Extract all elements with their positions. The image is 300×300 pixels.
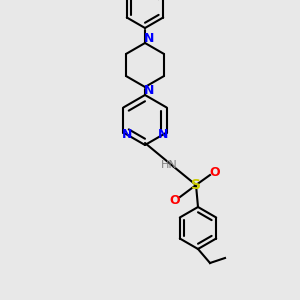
Text: O: O — [170, 194, 180, 206]
Text: HN: HN — [160, 160, 177, 170]
Text: S: S — [191, 178, 201, 192]
Text: N: N — [144, 32, 154, 46]
Text: N: N — [122, 128, 133, 141]
Text: N: N — [144, 85, 154, 98]
Text: O: O — [210, 166, 220, 178]
Text: N: N — [158, 128, 168, 141]
